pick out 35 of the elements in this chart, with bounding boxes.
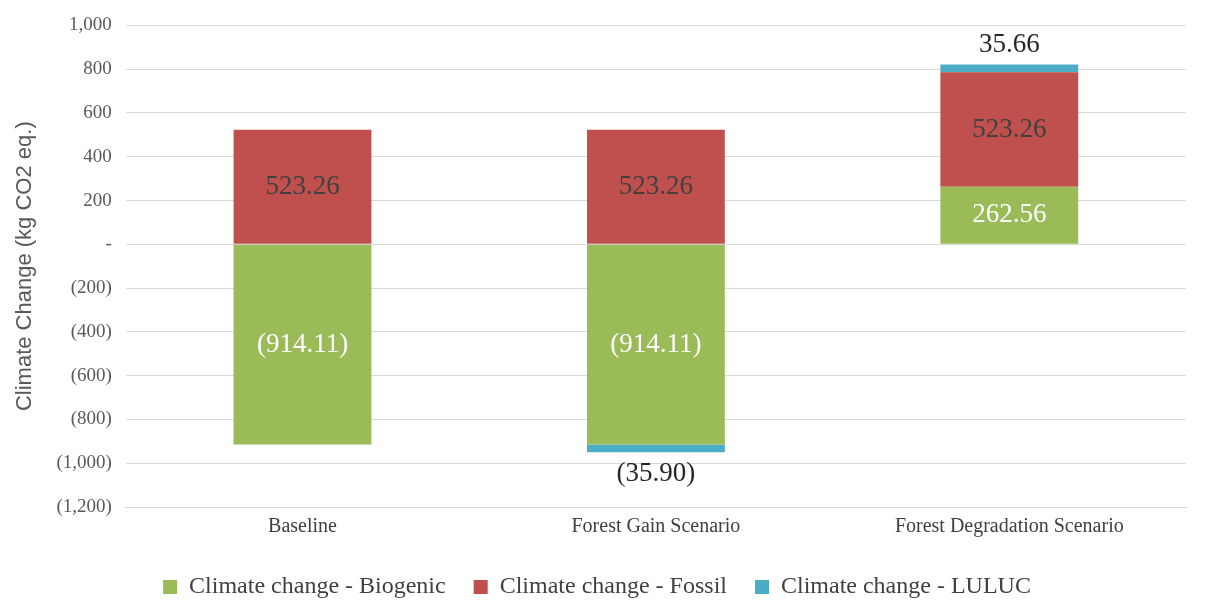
x-tick-label: Baseline xyxy=(268,514,338,537)
legend-label: Climate change - Fossil xyxy=(499,572,728,599)
data-label: 523.26 xyxy=(618,169,694,200)
bar xyxy=(586,244,725,445)
y-tick-label: (600) xyxy=(70,363,112,386)
x-tick-label: Forest Degradation Scenario xyxy=(894,514,1124,538)
data-label: 523.26 xyxy=(265,169,340,200)
bar xyxy=(940,72,1079,187)
y-tick-label: 200 xyxy=(83,188,112,210)
y-tick-label: 800 xyxy=(83,57,112,79)
legend-label: Climate change - LULUC xyxy=(780,572,1031,599)
bar xyxy=(586,444,725,453)
y-tick-label: 1,000 xyxy=(69,13,112,35)
data-label: (914.11) xyxy=(256,327,349,358)
x-tick-label: Forest Gain Scenario xyxy=(571,514,741,537)
bar xyxy=(940,64,1079,73)
bar xyxy=(233,129,372,244)
y-tick-label: 600 xyxy=(83,100,112,122)
data-label: 35.66 xyxy=(978,27,1040,58)
y-tick-label: (1,200) xyxy=(56,494,112,517)
data-label: (35.90) xyxy=(616,457,696,488)
y-tick-label: (400) xyxy=(70,319,112,342)
bar xyxy=(586,129,725,244)
y-tick-label: (800) xyxy=(70,407,112,430)
y-axis-title: Climate Change (kg CO2 eq.) xyxy=(11,121,37,412)
data-label: 523.26 xyxy=(972,112,1047,143)
bar xyxy=(233,244,372,445)
y-tick-label: 400 xyxy=(83,144,112,166)
data-label: (914.11) xyxy=(610,327,702,358)
bar xyxy=(940,186,1079,244)
data-label: 262.56 xyxy=(972,198,1047,229)
y-tick-label: (200) xyxy=(70,276,112,299)
legend-label: Climate change - Biogenic xyxy=(189,572,446,599)
y-tick-label: - xyxy=(105,232,112,254)
y-tick-label: (1,000) xyxy=(56,451,112,474)
